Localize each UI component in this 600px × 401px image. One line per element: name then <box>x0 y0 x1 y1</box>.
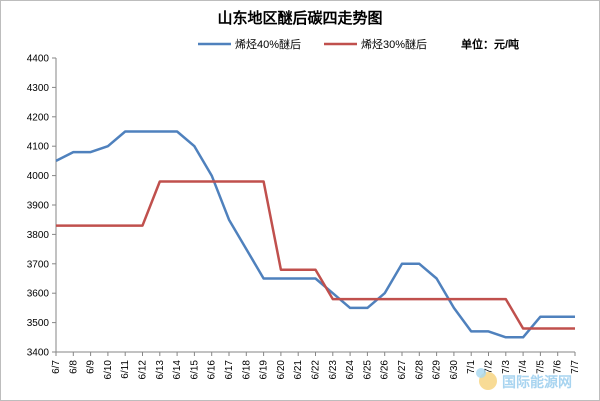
x-tick-label: 6/7 <box>51 360 62 374</box>
x-tick-label: 6/17 <box>224 360 235 380</box>
y-axis-ticks: 3400 3500 3600 3700 3800 3900 4000 4100 4200 4300… <box>27 54 56 359</box>
y-tick-label: 3400 <box>27 348 50 359</box>
x-tick-label: 6/14 <box>172 360 183 380</box>
axes <box>55 58 575 353</box>
series-line-1 <box>55 130 575 339</box>
x-tick-label: 6/29 <box>432 360 443 380</box>
chart-title: 山东地区醚后碳四走势图 <box>217 9 382 27</box>
x-tick-label: 7/2 <box>484 360 495 374</box>
y-tick-label: 4300 <box>27 83 50 94</box>
y-tick-label: 3800 <box>27 230 50 241</box>
x-tick-label: 7/4 <box>518 360 529 374</box>
x-tick-label: 7/6 <box>553 360 564 374</box>
y-tick-label: 3500 <box>27 318 50 329</box>
x-tick-label: 6/19 <box>259 360 270 380</box>
series-line-2 <box>56 180 575 330</box>
legend: 烯烃40%醚后 烯烃30%醚后 <box>198 37 427 51</box>
x-tick-label: 6/20 <box>276 360 287 380</box>
x-tick-label: 6/10 <box>103 360 114 380</box>
watermark: 国际能源网 <box>476 368 572 391</box>
x-tick-label: 7/7 <box>570 360 581 374</box>
x-tick-label: 6/15 <box>189 360 200 380</box>
y-tick-label: 3900 <box>27 201 50 212</box>
x-tick-label: 6/22 <box>311 360 322 380</box>
x-axis-ticks: 6/7 6/8 6/9 6/10 6/11 6/12 6/13 6/14 6/15 6/16 6/1… <box>51 352 581 379</box>
x-tick-label: 6/26 <box>380 360 391 380</box>
x-tick-label: 6/11 <box>120 360 131 379</box>
x-tick-label: 6/9 <box>86 360 97 374</box>
y-tick-label: 3700 <box>27 259 50 270</box>
x-tick-label: 6/16 <box>207 360 218 380</box>
x-tick-label: 6/25 <box>362 360 373 380</box>
y-tick-label: 4000 <box>27 171 50 182</box>
series-lines <box>55 130 575 339</box>
y-tick-label: 4100 <box>27 142 50 153</box>
x-tick-label: 7/5 <box>535 360 546 374</box>
y-tick-label: 4200 <box>27 112 50 123</box>
x-tick-label: 6/8 <box>68 360 79 374</box>
x-tick-label: 7/3 <box>501 360 512 374</box>
x-tick-label: 6/12 <box>138 360 149 380</box>
watermark-text: 国际能源网 <box>502 374 572 391</box>
y-tick-label: 4400 <box>27 54 50 65</box>
x-tick-label: 6/13 <box>155 360 166 380</box>
x-tick-label: 6/27 <box>397 360 408 380</box>
legend-label-series-1: 烯烃40%醚后 <box>235 37 301 51</box>
watermark-logo-leaf-icon <box>476 368 486 378</box>
y-tick-label: 3600 <box>27 289 50 300</box>
x-tick-label: 6/28 <box>414 360 425 380</box>
x-tick-label: 6/23 <box>328 360 339 380</box>
x-tick-label: 6/21 <box>293 360 304 380</box>
x-tick-label: 7/1 <box>466 360 477 374</box>
x-tick-label: 6/18 <box>241 360 252 380</box>
legend-label-series-2: 烯烃30%醚后 <box>361 37 427 51</box>
x-tick-label: 6/30 <box>449 360 460 380</box>
unit-label: 单位：元/吨 <box>461 37 519 51</box>
x-tick-label: 6/24 <box>345 360 356 380</box>
